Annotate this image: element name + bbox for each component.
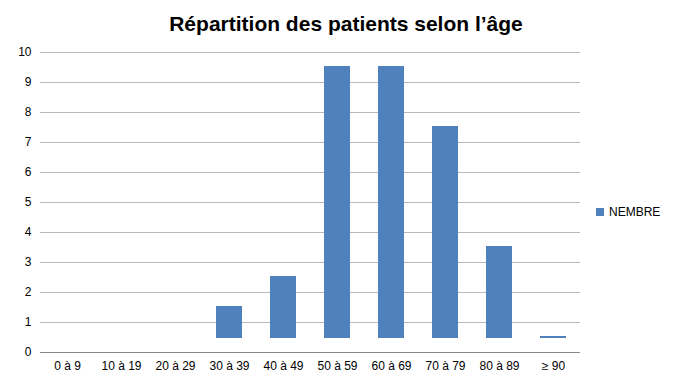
- svg-text:70 à 79: 70 à 79: [425, 359, 465, 373]
- html-text:NEMBRE: NEMBRE: [609, 205, 661, 219]
- svg-text:7: 7: [25, 135, 32, 149]
- html-text:Répartition des patients selon: Répartition des patients selon l’âge: [169, 12, 523, 35]
- svg-text:10 à 19: 10 à 19: [101, 359, 141, 373]
- svg-text:60 à 69: 60 à 69: [371, 359, 411, 373]
- svg-text:≥ 90: ≥ 90: [542, 359, 566, 373]
- svg-text:6: 6: [25, 165, 32, 179]
- svg-text:20 à 29: 20 à 29: [155, 359, 195, 373]
- svg-text:1: 1: [25, 315, 32, 329]
- svg-text:80 à 89: 80 à 89: [479, 359, 519, 373]
- svg-text:2: 2: [25, 285, 32, 299]
- svg-text:0 à 9: 0 à 9: [54, 359, 81, 373]
- svg-text:5: 5: [25, 195, 32, 209]
- svg-text:40 à 49: 40 à 49: [263, 359, 303, 373]
- svg-text:3: 3: [25, 255, 32, 269]
- svg-text:0: 0: [25, 345, 32, 359]
- svg-text:50 à 59: 50 à 59: [317, 359, 357, 373]
- svg-text:8: 8: [25, 105, 32, 119]
- svg-text:9: 9: [25, 75, 32, 89]
- svg-text:10: 10: [18, 45, 32, 59]
- svg-text:30 à 39: 30 à 39: [209, 359, 249, 373]
- svg-text:4: 4: [25, 225, 32, 239]
